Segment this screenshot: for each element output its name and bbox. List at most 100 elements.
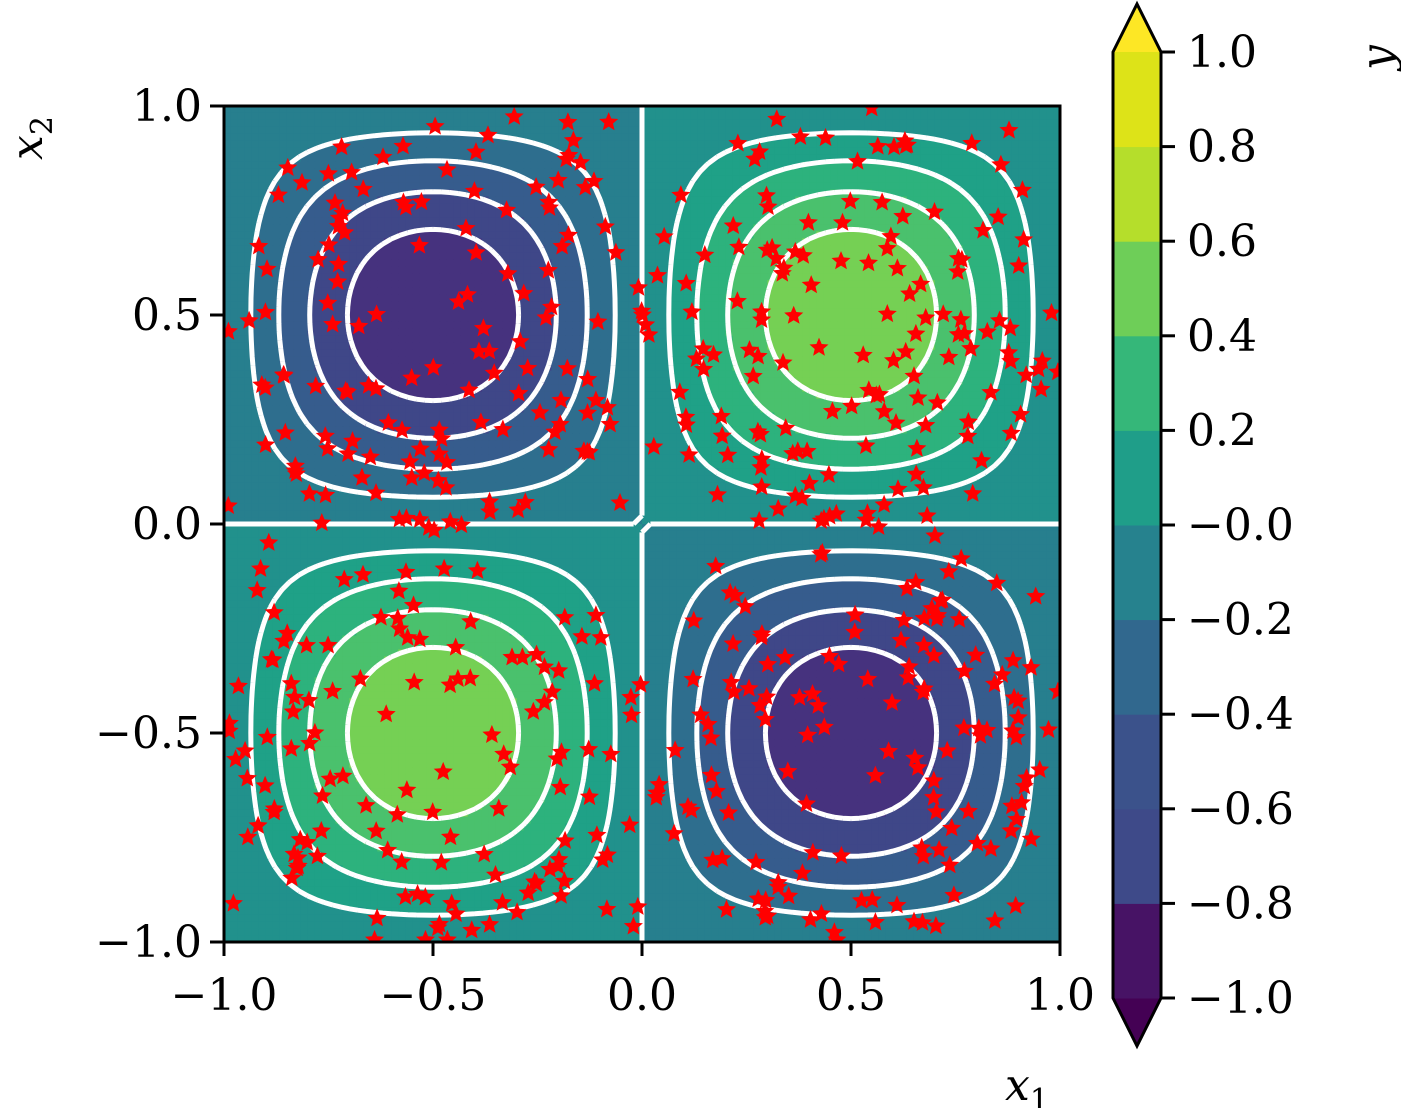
contour-cell: [753, 119, 762, 128]
contour-cell: [502, 238, 511, 246]
contour-cell: [906, 175, 915, 184]
contour-cell: [439, 315, 448, 323]
contour-cell: [237, 370, 246, 379]
contour-cell: [934, 356, 943, 365]
contour-cell: [384, 182, 392, 191]
contour-cell: [711, 294, 720, 302]
contour-cell: [1018, 147, 1026, 156]
contour-cell: [983, 168, 991, 177]
contour-cell: [851, 133, 859, 142]
contour-cell: [363, 112, 371, 121]
contour-cell: [481, 245, 490, 253]
contour-cell: [307, 238, 316, 246]
contour-cell: [509, 161, 518, 170]
contour-cell: [237, 231, 246, 239]
contour-cell: [412, 259, 420, 267]
contour-cell: [258, 349, 267, 358]
contour-cell: [412, 335, 420, 344]
contour-cell: [446, 210, 455, 219]
contour-cell: [272, 182, 281, 191]
contour-cell: [816, 224, 824, 232]
contour-cell: [857, 112, 866, 121]
contour-cell: [857, 328, 866, 337]
contour-cell: [481, 231, 490, 239]
contour-cell: [579, 119, 587, 128]
contour-cell: [983, 203, 991, 212]
contour-cell: [237, 203, 246, 212]
contour-cell: [990, 126, 998, 135]
contour-cell: [864, 280, 873, 288]
contour-cell: [899, 182, 908, 191]
contour-cell: [307, 252, 316, 260]
contour-cell: [662, 363, 671, 372]
contour-cell: [1004, 252, 1012, 260]
contour-cell: [948, 210, 957, 219]
contour-cell: [1032, 294, 1040, 302]
contour-cell: [669, 203, 678, 212]
contour-cell: [279, 377, 288, 386]
contour-cell: [349, 294, 357, 302]
contour-cell: [655, 147, 664, 156]
contour-cell: [370, 252, 378, 260]
contour-cell: [725, 106, 734, 114]
contour-cell: [523, 328, 532, 337]
contour-cell: [739, 112, 748, 121]
contour-cell: [844, 133, 852, 142]
contour-cell: [384, 154, 392, 163]
contour-cell: [927, 363, 936, 372]
contour-cell: [1011, 370, 1019, 379]
contour-cell: [746, 252, 755, 260]
contour-cell: [844, 161, 852, 170]
contour-cell: [439, 161, 448, 170]
contour-cell: [398, 210, 406, 219]
contour-cell: [384, 119, 392, 128]
contour-cell: [307, 119, 316, 128]
contour-cell: [823, 245, 831, 253]
contour-cell: [892, 321, 901, 330]
contour-cell: [628, 356, 636, 365]
contour-cell: [593, 363, 601, 372]
contour-cell: [690, 189, 699, 198]
contour-cell: [830, 106, 838, 114]
contour-cell: [502, 287, 511, 295]
contour-cell: [405, 315, 413, 323]
contour-cell: [1025, 140, 1033, 149]
contour-cell: [857, 140, 866, 149]
contour-cell: [676, 259, 685, 267]
contour-cell: [781, 210, 789, 219]
contour-cell: [495, 280, 504, 288]
contour-cell: [948, 245, 957, 253]
contour-cell: [857, 363, 866, 372]
contour-cell: [481, 356, 490, 365]
contour-cell: [398, 384, 406, 393]
contour-cell: [398, 182, 406, 191]
contour-cell: [774, 287, 782, 295]
contour-cell: [1018, 224, 1026, 232]
contour-cell: [906, 266, 915, 274]
contour-cell: [244, 210, 253, 219]
contour-cell: [1039, 259, 1047, 267]
contour-cell: [370, 182, 378, 191]
contour-cell: [732, 203, 741, 212]
contour-cell: [969, 259, 977, 267]
contour-cell: [655, 182, 664, 191]
contour-cell: [446, 119, 455, 128]
contour-cell: [1046, 106, 1054, 114]
contour-cell: [767, 106, 775, 114]
contour-cell: [600, 245, 608, 253]
contour-cell: [265, 328, 274, 337]
contour-cell: [349, 112, 357, 121]
contour-cell: [809, 189, 817, 198]
contour-cell: [997, 335, 1005, 344]
contour-cell: [363, 321, 371, 330]
contour-cell: [725, 363, 734, 372]
contour-cell: [690, 196, 699, 205]
contour-cell: [885, 342, 894, 351]
contour-cell: [941, 196, 950, 205]
contour-cell: [405, 126, 413, 135]
contour-cell: [746, 119, 755, 128]
contour-cell: [474, 112, 483, 121]
contour-cell: [286, 280, 295, 288]
contour-cell: [439, 384, 448, 393]
contour-cell: [279, 308, 288, 316]
